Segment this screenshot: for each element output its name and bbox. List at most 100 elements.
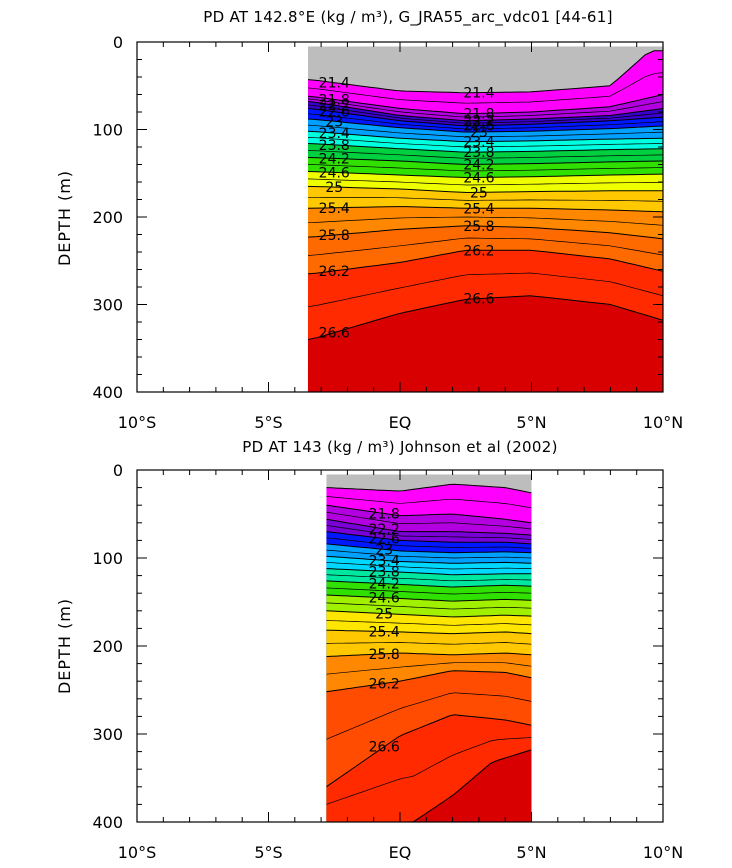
contour-label: 23.8 bbox=[319, 138, 350, 154]
contour-minor bbox=[326, 549, 532, 559]
contour-23.4 bbox=[307, 130, 663, 143]
contour-minor bbox=[326, 496, 532, 509]
x-tick-label: EQ bbox=[389, 413, 412, 432]
contour-23.8 bbox=[326, 568, 532, 576]
contour-minor bbox=[326, 602, 532, 610]
contour-minor bbox=[307, 237, 663, 256]
contour-minor bbox=[326, 620, 532, 626]
x-tick-label: 10°S bbox=[118, 413, 157, 432]
contour-26.6 bbox=[307, 295, 663, 340]
contour-21.4 bbox=[326, 483, 532, 494]
x-tick-label: 10°S bbox=[118, 843, 157, 862]
contour-minor bbox=[307, 150, 663, 159]
x-tick-label: 10°N bbox=[643, 413, 683, 432]
contour-label: 21.8 bbox=[319, 92, 350, 108]
contour-26.2 bbox=[307, 249, 663, 275]
contour-label: 26.2 bbox=[463, 243, 494, 259]
contour-label: 22.6 bbox=[369, 532, 400, 548]
contour-23 bbox=[307, 118, 663, 133]
contour-minor bbox=[307, 124, 663, 138]
contour-label: 25 bbox=[470, 185, 488, 201]
contour-minor bbox=[326, 692, 532, 740]
contour-22.2 bbox=[307, 101, 663, 122]
contour-label: 26.2 bbox=[319, 264, 350, 280]
panel-bottom: PD AT 143 (kg / m³) Johnson et al (2002)… bbox=[55, 438, 683, 862]
contour-21.8 bbox=[307, 94, 663, 115]
contour-label: 25.8 bbox=[463, 219, 494, 235]
contour-label: 24.2 bbox=[369, 577, 400, 593]
axes-top: 10°S 5°S EQ 5°N 10°N 0 100 200 300 400 bbox=[92, 33, 683, 432]
contour-22.2 bbox=[326, 518, 532, 536]
contour-minor bbox=[326, 737, 532, 805]
contour-25.8 bbox=[307, 225, 663, 240]
contour-label: 24.6 bbox=[463, 170, 494, 186]
y-tick-label: 300 bbox=[92, 725, 123, 744]
x-tick-label: 5°N bbox=[516, 413, 546, 432]
density-fill-top bbox=[307, 46, 663, 392]
contour-label: 25 bbox=[325, 180, 343, 196]
contour-23 bbox=[326, 543, 532, 554]
x-tick-label: 10°N bbox=[643, 843, 683, 862]
contour-label: 23.4 bbox=[369, 553, 400, 569]
y-tick-label: 200 bbox=[92, 637, 123, 656]
y-tick-label: 0 bbox=[113, 461, 123, 480]
contour-label: 21.8 bbox=[463, 106, 494, 122]
panel-top: PD AT 142.8°E (kg / m³), G_JRA55_arc_vdc… bbox=[55, 8, 683, 432]
contour-label: 23.4 bbox=[319, 126, 350, 142]
contour-label: 24.2 bbox=[463, 157, 494, 173]
contour-minor bbox=[307, 104, 663, 124]
contour-label: 21.4 bbox=[319, 76, 350, 92]
y-tick-label: 200 bbox=[92, 208, 123, 227]
contour-label: 23 bbox=[470, 125, 488, 141]
y-tick-label: 400 bbox=[92, 813, 123, 832]
contour-minor bbox=[326, 662, 532, 675]
contour-label: 26.6 bbox=[463, 292, 494, 308]
contour-minor bbox=[326, 511, 532, 530]
y-axis-label-top: DEPTH (m) bbox=[55, 170, 74, 266]
contour-label: 23.8 bbox=[369, 564, 400, 580]
y-axis-label-bottom: DEPTH (m) bbox=[55, 598, 74, 694]
contour-label: 21.8 bbox=[369, 506, 400, 522]
contour-25.4 bbox=[307, 206, 663, 213]
contour-label: 25.8 bbox=[369, 647, 400, 663]
contour-label: 22.2 bbox=[369, 522, 400, 538]
contour-label: 25 bbox=[375, 607, 393, 623]
contour-26.6 bbox=[326, 714, 532, 788]
contour-label: 26.2 bbox=[369, 676, 400, 692]
density-fill-bottom bbox=[326, 474, 532, 822]
contour-label: 21.4 bbox=[463, 86, 494, 102]
chart-title-bottom: PD AT 143 (kg / m³) Johnson et al (2002) bbox=[242, 438, 557, 456]
x-tick-label: EQ bbox=[389, 843, 412, 862]
axes-bottom: 10°S 5°S EQ 5°N 10°N 0 100 200 300 400 bbox=[92, 461, 683, 862]
contour-minor bbox=[307, 137, 663, 148]
contour-label: 24.2 bbox=[319, 151, 350, 167]
contour-22.6 bbox=[326, 531, 532, 545]
contours-bottom bbox=[326, 483, 532, 822]
contour-minor bbox=[307, 72, 663, 104]
contour-minor bbox=[307, 178, 663, 186]
contour-label: 25.4 bbox=[319, 201, 350, 217]
contour-label: 26.6 bbox=[319, 326, 350, 342]
y-tick-label: 400 bbox=[92, 383, 123, 402]
contour-24.6 bbox=[307, 171, 663, 179]
contour-label: 22.6 bbox=[463, 119, 494, 135]
contour-23.4 bbox=[326, 555, 532, 564]
y-tick-label: 300 bbox=[92, 296, 123, 315]
contour-26.2 bbox=[326, 670, 532, 693]
contour-minor bbox=[326, 537, 532, 549]
contour-label: 25.4 bbox=[369, 625, 400, 641]
contour-label: 23.4 bbox=[463, 135, 494, 151]
contour-23.8 bbox=[307, 143, 663, 153]
contour-minor bbox=[307, 216, 663, 226]
contour-minor bbox=[307, 272, 663, 308]
contour-label: 22.2 bbox=[319, 98, 350, 114]
y-tick-label: 100 bbox=[92, 121, 123, 140]
contour-minor bbox=[326, 562, 532, 570]
contour-label: 22.6 bbox=[319, 105, 350, 121]
band-26.6 bbox=[307, 295, 663, 392]
contour-label: 23 bbox=[325, 114, 343, 130]
contour-25.8 bbox=[326, 652, 532, 658]
band-27.0 bbox=[326, 749, 532, 822]
contour-label: 23.8 bbox=[463, 145, 494, 161]
